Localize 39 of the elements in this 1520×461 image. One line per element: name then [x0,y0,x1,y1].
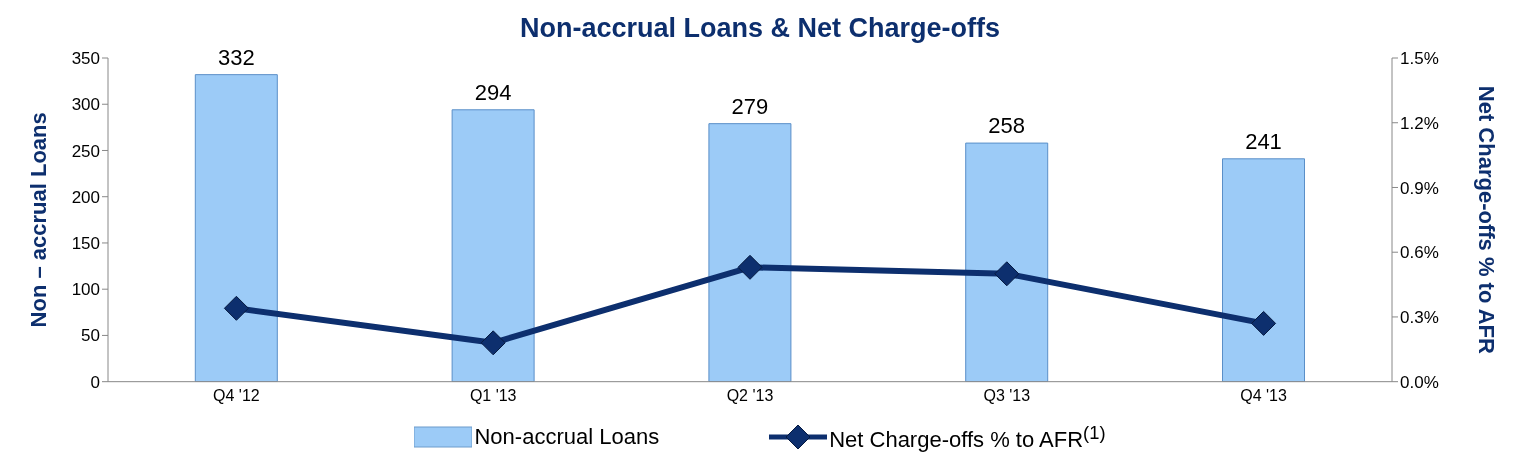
y-tick-label: 100 [71,280,100,300]
y-tick-label: 250 [71,141,100,161]
point [1251,310,1277,336]
y2-tick-label: 1.5% [1400,49,1439,69]
y2-tick-label: 0.0% [1400,372,1439,392]
x-tick-label: Q2 '13 [726,387,774,405]
y-tick-label: 350 [71,49,100,69]
x-tick-label: Q4 '12 [213,387,260,405]
legend-label: Non-accrual Loans [474,424,660,451]
legend-label: Net Charge-offs % to AFR$^{(1)}$ [829,421,1106,453]
y2-tick-label: 0.9% [1400,178,1439,198]
data-label: 241 [1245,128,1282,154]
point [480,330,506,356]
y-axis-title: Non – accrual Loans [25,112,51,328]
y-tick-label: 200 [71,187,100,207]
y2-tick-label: 1.2% [1400,113,1439,133]
data-label: 332 [217,44,255,70]
y2-tick-label: 0.6% [1400,243,1439,263]
y2-axis-title: Net Charge-offs % to AFR [1474,85,1500,354]
bar [451,109,535,382]
data-label: 294 [474,79,512,105]
point [737,254,763,280]
y-tick-label: 0 [90,372,100,392]
y-tick-label: 150 [71,233,100,253]
bar [708,123,792,382]
data-label: 258 [988,113,1026,139]
x-tick-label: Q3 '13 [983,387,1031,405]
point [223,295,249,321]
chart-title: Non-accrual Loans & Net Charge-offs [519,13,1001,43]
bar [1222,158,1306,382]
point [994,261,1020,287]
bar [965,142,1049,382]
y-tick-label: 300 [71,95,100,115]
bar [194,74,278,382]
data-label: 279 [731,93,769,119]
x-tick-label: Q1 '13 [469,387,517,405]
y-tick-label: 50 [81,326,100,346]
x-tick-label: Q4 '13 [1240,387,1288,405]
y2-tick-label: 0.3% [1400,307,1439,327]
